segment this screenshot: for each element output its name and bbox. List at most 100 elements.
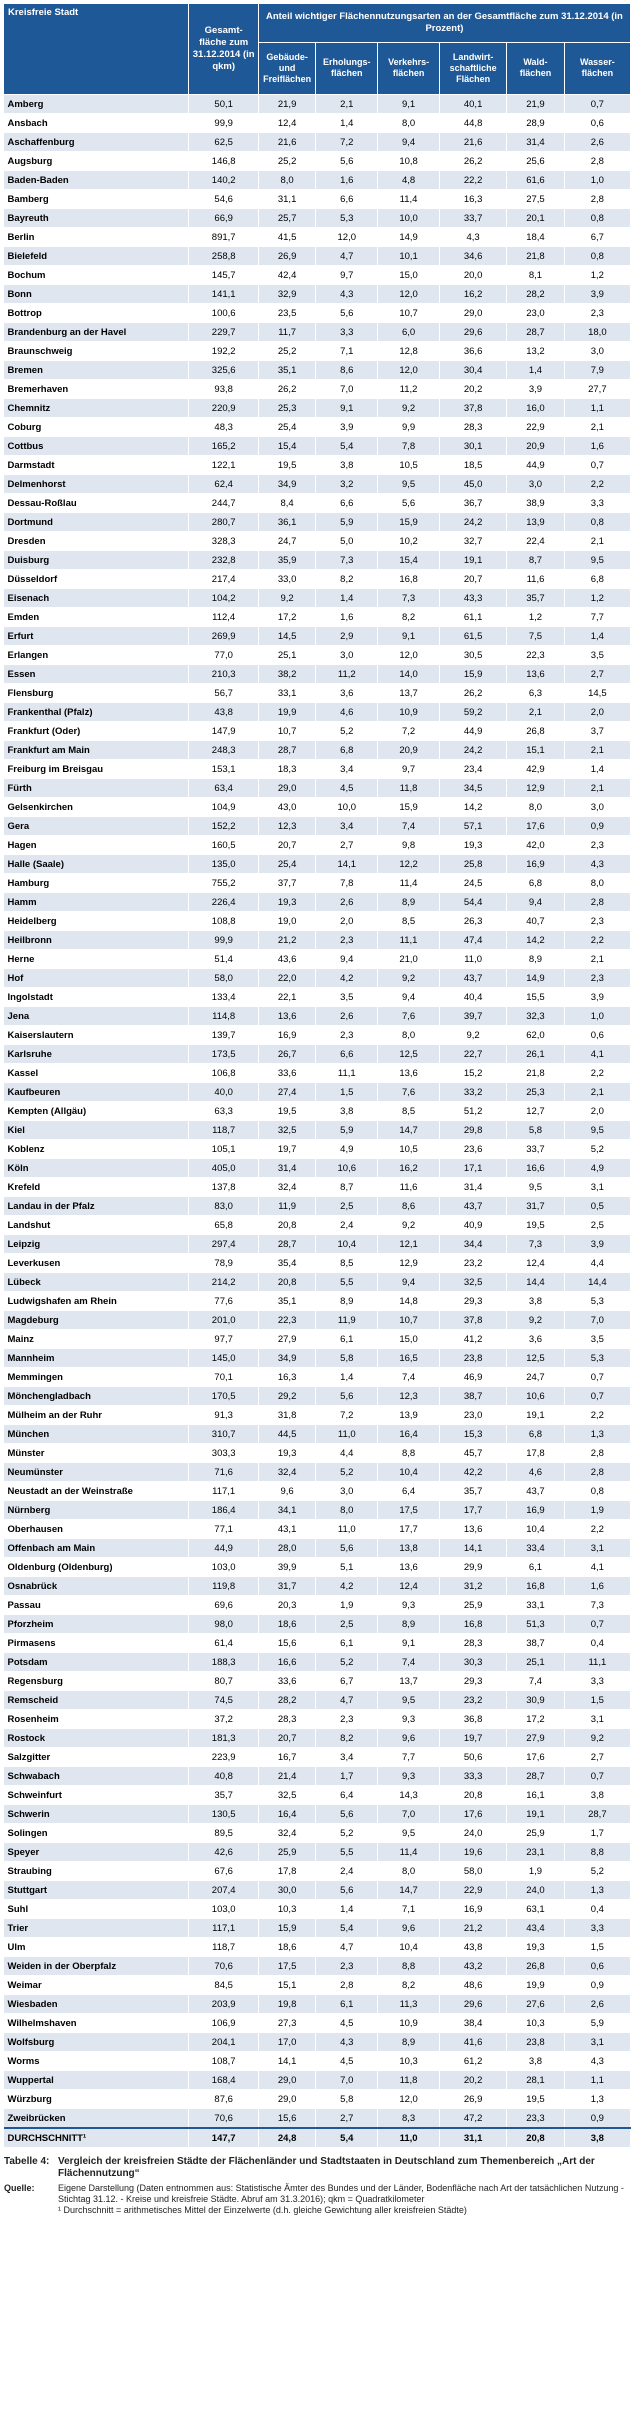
table-row: Mönchengladbach 170,5 29,2 5,6 12,3 38,7 10,6 0… [3,1386,632,1406]
agriculture-share: 33,2 [439,1082,508,1102]
table-row: Heilbronn 99,9 21,2 2,3 11,1 47,4 14,2 2,2 [3,930,632,950]
total-area: 43,8 [188,702,259,722]
water-share: 1,9 [564,1500,632,1520]
forest-share: 8,1 [506,265,565,285]
traffic-share: 12,0 [377,284,440,304]
buildings-share: 32,4 [258,1823,317,1843]
water-share: 2,8 [564,151,632,171]
table-row: Bamberg 54,6 31,1 6,6 11,4 16,3 27,5 2,8 [3,189,632,209]
city-name: Koblenz [3,1139,190,1159]
city-name: Ulm [3,1937,190,1957]
recreation-share: 5,4 [315,436,379,456]
recreation-share: 1,4 [315,588,379,608]
buildings-share: 27,4 [258,1082,317,1102]
table-row: Nürnberg 186,4 34,1 8,0 17,5 17,7 16,9 1,9 [3,1500,632,1520]
buildings-share: 11,7 [258,322,317,342]
total-area: 42,6 [188,1842,259,1862]
forest-share: 31,7 [506,1196,565,1216]
recreation-share: 8,7 [315,1177,379,1197]
recreation-share: 7,3 [315,550,379,570]
total-area: 62,5 [188,132,259,152]
forest-share: 6,8 [506,1424,565,1444]
water-share: 4,3 [564,2051,632,2071]
city-name: Solingen [3,1823,190,1843]
buildings-share: 33,6 [258,1671,317,1691]
buildings-share: 22,1 [258,987,317,1007]
buildings-share: 41,5 [258,227,317,247]
table-row: Schwerin 130,5 16,4 5,6 7,0 17,6 19,1 28,7 [3,1804,632,1824]
agriculture-share: 23,8 [439,1348,508,1368]
total-area: 40,8 [188,1766,259,1786]
city-name: Amberg [3,94,190,114]
traffic-share: 13,8 [377,1538,440,1558]
agriculture-share: 16,3 [439,189,508,209]
city-name: Leipzig [3,1234,190,1254]
recreation-share: 5,1 [315,1557,379,1577]
source-row: Quelle: Eigene Darstellung (Daten entnom… [4,2183,630,2205]
water-share: 3,9 [564,284,632,304]
water-share: 0,7 [564,1766,632,1786]
city-name: Köln [3,1158,190,1178]
water-share: 0,8 [564,1481,632,1501]
forest-share: 38,7 [506,1633,565,1653]
buildings-share: 43,0 [258,797,317,817]
buildings-share: 17,2 [258,607,317,627]
water-share: 3,8 [564,1785,632,1805]
traffic-share: 7,8 [377,436,440,456]
recreation-share: 4,2 [315,968,379,988]
water-share: 1,7 [564,1823,632,1843]
buildings-share: 19,3 [258,892,317,912]
table-row: Krefeld 137,8 32,4 8,7 11,6 31,4 9,5 3,1 [3,1177,632,1197]
agriculture-share: 43,3 [439,588,508,608]
water-share: 2,2 [564,474,632,494]
traffic-share: 9,3 [377,1595,440,1615]
recreation-share: 3,4 [315,759,379,779]
buildings-share: 25,4 [258,417,317,437]
recreation-share: 3,8 [315,1101,379,1121]
recreation-share: 5,2 [315,1462,379,1482]
buildings-share: 18,3 [258,759,317,779]
buildings-share: 33,0 [258,569,317,589]
recreation-share: 2,1 [315,94,379,114]
forest-share: 38,9 [506,493,565,513]
agriculture-share: 28,3 [439,417,508,437]
traffic-share: 17,7 [377,1519,440,1539]
buildings-share: 44,5 [258,1424,317,1444]
table-row: Berlin 891,7 41,5 12,0 14,9 4,3 18,4 6,7 [3,227,632,247]
water-share: 0,4 [564,1899,632,1919]
buildings-share: 19,7 [258,1139,317,1159]
water-share: 0,8 [564,208,632,228]
forest-share: 22,9 [506,417,565,437]
traffic-share: 21,0 [377,949,440,969]
water-share: 14,5 [564,683,632,703]
total-area: 56,7 [188,683,259,703]
agriculture-share: 14,1 [439,1538,508,1558]
agriculture-share: 44,8 [439,113,508,133]
city-name: Pforzheim [3,1614,190,1634]
forest-share: 10,6 [506,1386,565,1406]
city-name: Mönchengladbach [3,1386,190,1406]
forest-share: 3,9 [506,379,565,399]
agriculture-share: 23,2 [439,1690,508,1710]
total-area: 35,7 [188,1785,259,1805]
city-name: Lübeck [3,1272,190,1292]
forest-share: 20,9 [506,436,565,456]
forest-share: 7,3 [506,1234,565,1254]
traffic-share: 10,3 [377,2051,440,2071]
forest-share: 25,9 [506,1823,565,1843]
water-share: 2,0 [564,702,632,722]
table-row: Hof 58,0 22,0 4,2 9,2 43,7 14,9 2,3 [3,968,632,988]
buildings-share: 15,9 [258,1918,317,1938]
table-row: Köln 405,0 31,4 10,6 16,2 17,1 16,6 4,9 [3,1158,632,1178]
table-row: Dresden 328,3 24,7 5,0 10,2 32,7 22,4 2,1 [3,531,632,551]
traffic-share: 8,8 [377,1443,440,1463]
agriculture-share: 40,1 [439,94,508,114]
agriculture-share: 24,2 [439,740,508,760]
agriculture-share: 20,7 [439,569,508,589]
water-share: 3,1 [564,1709,632,1729]
traffic-share: 9,2 [377,1215,440,1235]
traffic-share: 14,7 [377,1880,440,1900]
table-row: Bayreuth 66,9 25,7 5,3 10,0 33,7 20,1 0,8 [3,208,632,228]
traffic-share: 12,5 [377,1044,440,1064]
total-area: 70,6 [188,1956,259,1976]
